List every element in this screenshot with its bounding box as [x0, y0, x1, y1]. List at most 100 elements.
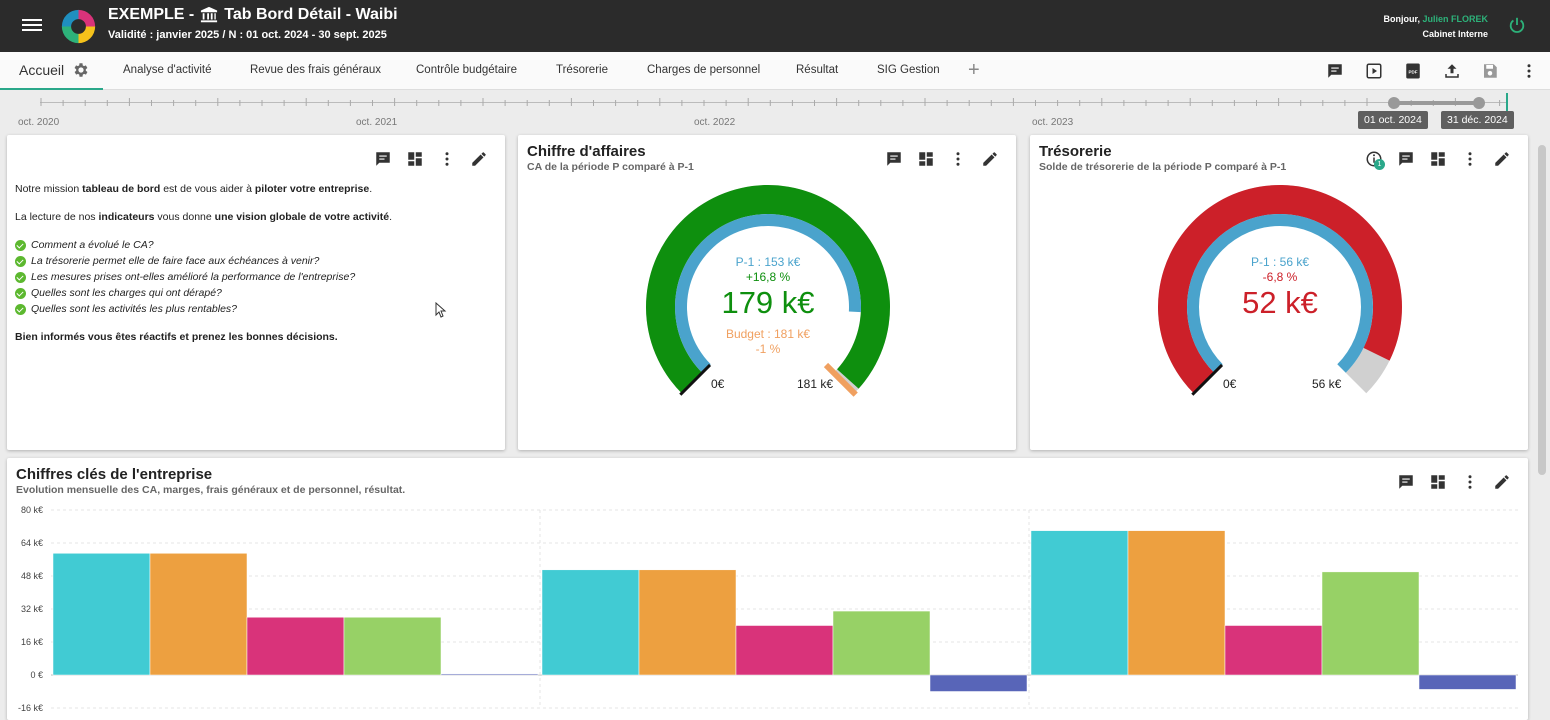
gauge-max: 56 k€ — [1312, 377, 1342, 391]
y-tick-label: 80 k€ — [21, 505, 43, 515]
period-timeline[interactable]: oct. 2020 oct. 2021 oct. 2022 oct. 2023 … — [0, 90, 1550, 134]
comment-icon[interactable] — [1397, 473, 1415, 491]
timeline-label: oct. 2022 — [694, 117, 736, 128]
comment-icon[interactable] — [1326, 62, 1344, 80]
bar[interactable] — [52, 553, 151, 676]
more-icon[interactable] — [949, 150, 967, 168]
timeline-current-marker — [1506, 93, 1508, 111]
gauge-prev-arc — [1187, 214, 1373, 373]
list-item: La trésorerie permet elle de faire face … — [15, 253, 495, 269]
card-title: Trésorerie — [1039, 143, 1112, 160]
play-icon[interactable] — [1365, 62, 1383, 80]
greeting: Bonjour, — [1383, 14, 1420, 24]
pdf-icon[interactable]: PDF — [1404, 62, 1422, 80]
question-text: La trésorerie permet elle de faire face … — [31, 255, 320, 267]
bar[interactable] — [149, 553, 248, 676]
gauge-prev-arc — [675, 214, 861, 373]
gauge-max: 181 k€ — [797, 377, 834, 391]
tab-resultat[interactable]: Résultat — [796, 64, 839, 76]
revenue-card: Chiffre d'affaires CA de la période P co… — [518, 135, 1016, 450]
layout-icon[interactable] — [917, 150, 935, 168]
timeline-end-handle[interactable] — [1473, 97, 1485, 109]
comment-icon[interactable] — [1397, 150, 1415, 168]
mission-paragraph-1: Notre mission tableau de bord est de vou… — [15, 181, 495, 197]
card-title: Chiffres clés de l'entreprise — [16, 466, 213, 483]
text-bold: tableau de bord — [82, 183, 161, 195]
card-subtitle: Evolution mensuelle des CA, marges, frai… — [16, 484, 406, 496]
more-icon[interactable] — [438, 150, 456, 168]
gear-icon[interactable] — [72, 61, 90, 79]
scrollbar[interactable] — [1538, 145, 1546, 475]
tab-sig-gestion[interactable]: SIG Gestion — [877, 64, 940, 76]
menu-icon[interactable] — [22, 16, 42, 36]
timeline-start-handle[interactable] — [1388, 97, 1400, 109]
bar[interactable] — [1030, 530, 1129, 676]
cursor-icon — [435, 302, 447, 318]
layout-icon[interactable] — [406, 150, 424, 168]
power-icon[interactable] — [1508, 16, 1526, 34]
bank-icon — [201, 6, 218, 23]
check-icon — [15, 303, 26, 315]
edit-icon[interactable] — [981, 150, 999, 168]
info-button[interactable]: 1 — [1365, 150, 1385, 170]
gauge-prev: P-1 : 153 k€ — [735, 255, 801, 269]
bar[interactable] — [735, 625, 834, 676]
tab-tresorerie[interactable]: Trésorerie — [556, 64, 608, 76]
edit-icon[interactable] — [1493, 473, 1511, 491]
tab-bar: Accueil Analyse d'activité Revue des fra… — [0, 52, 1550, 90]
text: . — [389, 211, 393, 223]
layout-icon[interactable] — [1429, 150, 1447, 168]
edit-icon[interactable] — [1493, 150, 1511, 168]
mission-conclusion: Bien informés vous êtes réactifs et pren… — [15, 329, 495, 345]
edit-icon[interactable] — [470, 150, 488, 168]
comment-icon[interactable] — [374, 150, 392, 168]
list-item: Quelles sont les charges qui ont dérapé? — [15, 285, 495, 301]
organization: Cabinet Interne — [1422, 29, 1488, 39]
more-icon[interactable] — [1520, 62, 1538, 80]
validity-subtitle: Validité : janvier 2025 / N : 01 oct. 20… — [108, 29, 387, 41]
text: vous donne — [154, 211, 215, 223]
text-bold: indicateurs — [98, 211, 155, 223]
gauge-main-arc — [646, 184, 890, 394]
bar[interactable] — [1418, 674, 1517, 690]
question-list: Comment a évolué le CA? La trésorerie pe… — [15, 237, 495, 317]
bar[interactable] — [246, 617, 345, 676]
card-toolbar — [885, 150, 999, 168]
tab-analyse-activite[interactable]: Analyse d'activité — [123, 64, 212, 76]
tab-home-label: Accueil — [19, 62, 65, 78]
tab-home[interactable]: Accueil — [0, 52, 103, 90]
more-icon[interactable] — [1461, 473, 1479, 491]
upload-icon[interactable] — [1443, 62, 1461, 80]
card-toolbar: 1 — [1365, 150, 1511, 170]
gauge-value: 52 k€ — [1242, 285, 1318, 320]
bar[interactable] — [929, 674, 1028, 692]
gauge-min: 0€ — [1223, 377, 1237, 391]
tab-charges-personnel[interactable]: Charges de personnel — [647, 64, 761, 76]
gauge-value: 179 k€ — [721, 285, 815, 320]
bar[interactable] — [440, 673, 539, 676]
logo — [61, 9, 96, 44]
layout-icon[interactable] — [1429, 473, 1447, 491]
user-name[interactable]: Julien FLOREK — [1422, 14, 1488, 24]
add-tab-button[interactable]: + — [968, 59, 980, 81]
save-icon[interactable] — [1481, 62, 1499, 80]
timeline-label: oct. 2020 — [18, 117, 60, 128]
bar[interactable] — [343, 617, 442, 676]
y-tick-label: 16 k€ — [21, 637, 43, 647]
tab-controle-budgetaire[interactable]: Contrôle budgétaire — [416, 64, 518, 76]
bar[interactable] — [638, 569, 737, 676]
gauge-budget-variation: -1 % — [755, 342, 781, 356]
bar[interactable] — [541, 569, 640, 676]
bar[interactable] — [1127, 530, 1226, 676]
mission-text: Notre mission tableau de bord est de vou… — [15, 181, 495, 357]
tab-revue-frais[interactable]: Revue des frais généraux — [250, 64, 382, 76]
timeline-label: oct. 2023 — [1032, 117, 1074, 128]
bar[interactable] — [1321, 571, 1420, 676]
app-title: EXEMPLE - Tab Bord Détail - Waibi — [108, 6, 398, 24]
comment-icon[interactable] — [885, 150, 903, 168]
bar[interactable] — [1224, 625, 1323, 676]
more-icon[interactable] — [1461, 150, 1479, 168]
list-item: Quelles sont les activités les plus rent… — [15, 301, 495, 317]
bar[interactable] — [832, 610, 931, 676]
list-item: Comment a évolué le CA? — [15, 237, 495, 253]
